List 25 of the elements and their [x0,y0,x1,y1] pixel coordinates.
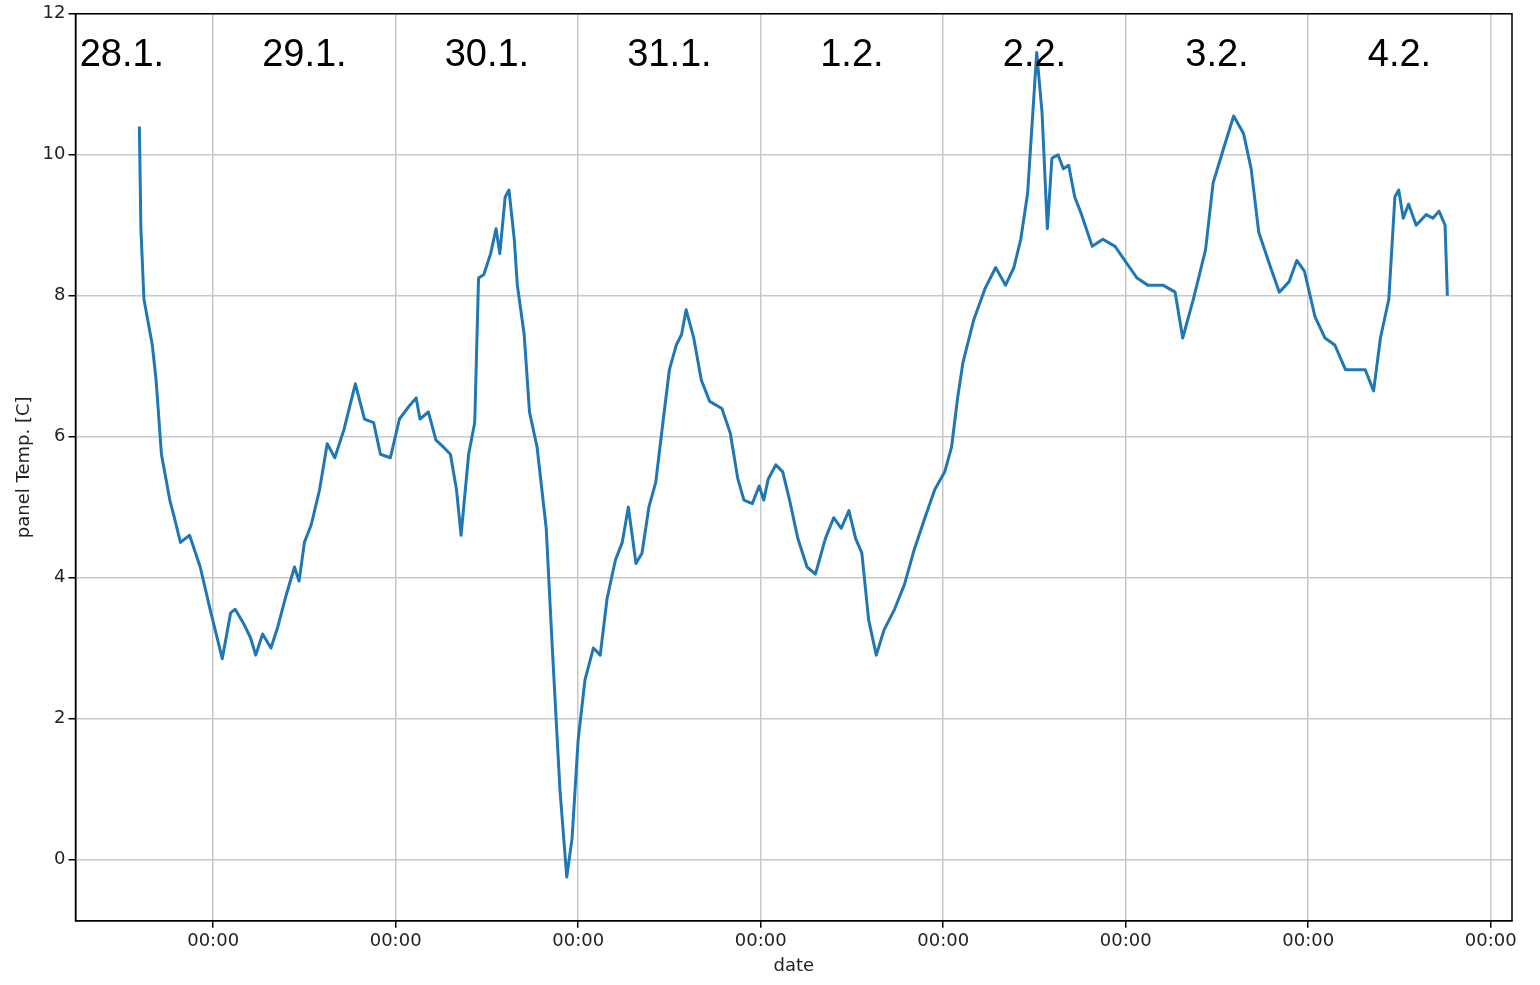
annotation: 29.1. [262,32,347,75]
x-tick-label: 00:00 [1099,929,1152,951]
x-tick-label: 00:00 [734,929,787,951]
y-tick-label: 4 [54,565,66,587]
x-tick-label: 00:00 [187,929,240,951]
annotation: 31.1. [627,32,712,75]
y-tick-label: 2 [54,706,66,728]
x-axis-title: date [773,953,815,975]
y-tick-label: 10 [42,142,66,164]
annotation: 30.1. [444,32,530,75]
x-tick-label: 00:00 [1464,929,1517,951]
x-tick-label: 00:00 [917,929,970,951]
annotation: 1.2. [820,32,884,75]
annotation: 4.2. [1367,32,1432,75]
x-tick-label: 00:00 [552,929,605,951]
annotation: 28.1. [79,32,165,75]
y-tick-label: 0 [54,847,66,869]
annotation: 2.2. [1002,32,1067,75]
y-tick-label: 8 [54,283,66,305]
y-tick-label: 12 [42,1,66,23]
annotation: 3.2. [1185,32,1249,75]
y-tick-label: 6 [54,424,66,446]
x-tick-label: 00:00 [1282,929,1335,951]
x-tick-label: 00:00 [369,929,422,951]
y-axis-title: panel Temp. [C] [12,396,34,539]
